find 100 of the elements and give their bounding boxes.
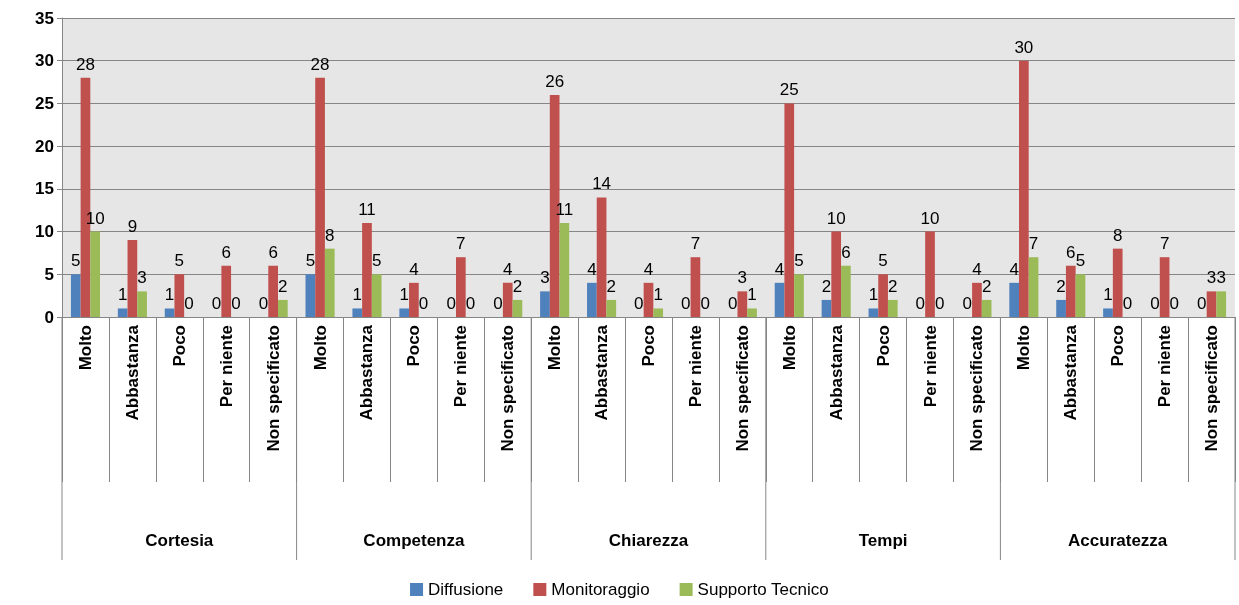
data-label: 11 [358,200,376,220]
y-tick-label: 35 [35,8,54,28]
bar [587,282,597,317]
bar [1056,299,1066,317]
data-label: 7 [456,234,466,254]
data-label: 6 [268,242,278,262]
data-label: 0 [446,294,456,313]
data-label: 5 [794,251,804,271]
data-label: 4 [587,259,597,279]
bar [972,282,982,317]
data-label: 1 [868,285,879,305]
data-label: 0 [211,294,222,313]
data-label: 0 [934,294,945,313]
x-tick-label: Poco [404,325,424,367]
x-tick-label: Abbastanza [592,324,612,421]
bar [90,231,101,317]
bar [868,308,879,317]
bar [878,274,888,317]
y-tick-label: 0 [44,307,54,327]
x-tick-label: Abbastanza [122,324,142,421]
data-label: 2 [1056,276,1066,296]
bar [455,257,466,317]
bar [774,282,785,317]
data-label: 28 [76,54,95,74]
bar [690,257,701,317]
bar [268,265,278,317]
x-tick-label: Poco [639,325,658,367]
bar [1075,274,1086,317]
bar [352,308,363,317]
bar [127,240,138,317]
y-tick-label: 25 [35,93,54,113]
y-tick-label: 10 [35,222,54,242]
bar [559,223,570,317]
data-label: 0 [184,294,194,313]
data-label: 6 [221,242,231,262]
data-label: 5 [878,251,888,271]
data-label: 4 [643,259,654,279]
data-label: 1 [117,285,128,305]
bar [324,248,335,317]
data-label: 10 [920,208,940,228]
data-label: 3 [137,268,147,288]
data-label: 5 [71,251,81,271]
data-label: 2 [981,276,992,296]
data-label: 2 [606,276,617,296]
data-label: 1 [399,285,409,305]
data-label: 14 [592,174,612,194]
data-label: 0 [1122,294,1133,313]
x-tick-label: Non specificato [263,325,283,452]
data-label: 5 [305,251,316,271]
legend-label: Supporto Tecnico [697,580,829,599]
data-label: 4 [503,259,513,279]
bar [362,223,372,317]
bar [221,265,232,317]
bar [1019,60,1029,317]
data-label: 7 [1159,234,1170,254]
data-label: 3 [737,268,748,288]
data-label: 7 [1028,234,1039,254]
text: Chiarezza [608,531,689,550]
bar [70,274,81,317]
bar [1009,282,1020,317]
data-label: 1 [164,285,175,305]
text: Cortesia [145,531,214,550]
data-label: 0 [962,294,972,313]
bar [831,231,842,317]
data-label: 8 [325,225,335,245]
x-tick-label: Non specificato [498,325,518,452]
bar [1103,308,1113,317]
bar [409,282,419,317]
bar [981,299,992,317]
x-tick-label: Non specificato [967,325,987,452]
x-tick-label: Per niente [920,325,940,408]
data-label: 6 [841,242,851,262]
x-tick-label: Abbastanza [826,324,846,421]
data-label: 1 [352,285,363,305]
y-tick-label: 30 [35,51,54,71]
bar [821,299,832,317]
data-label: 2 [512,276,523,296]
bar [305,274,316,317]
data-label: 0 [700,294,710,313]
bar [596,197,607,317]
bar [887,299,898,317]
x-tick-label: Molto [75,325,95,371]
x-tick-label: Non specificato [1202,325,1222,452]
data-label: 30 [1014,37,1034,57]
x-tick-label: Poco [873,325,893,367]
y-tick-label: 5 [44,264,54,284]
data-label: 4 [409,259,419,279]
y-tick-label: 20 [35,136,54,156]
data-label: 0 [680,294,691,313]
data-label: 5 [174,251,185,271]
x-tick-label: Abbastanza [357,324,377,421]
x-tick-label: Poco [1108,325,1128,367]
data-label: 5 [371,251,382,271]
data-label: 0 [493,294,503,313]
x-tick-label: Non specificato [732,325,752,452]
bar [371,274,382,317]
bar [540,291,550,317]
data-label: 1 [747,285,757,305]
x-tick-label: Per niente [685,325,705,408]
bar [1216,291,1227,317]
